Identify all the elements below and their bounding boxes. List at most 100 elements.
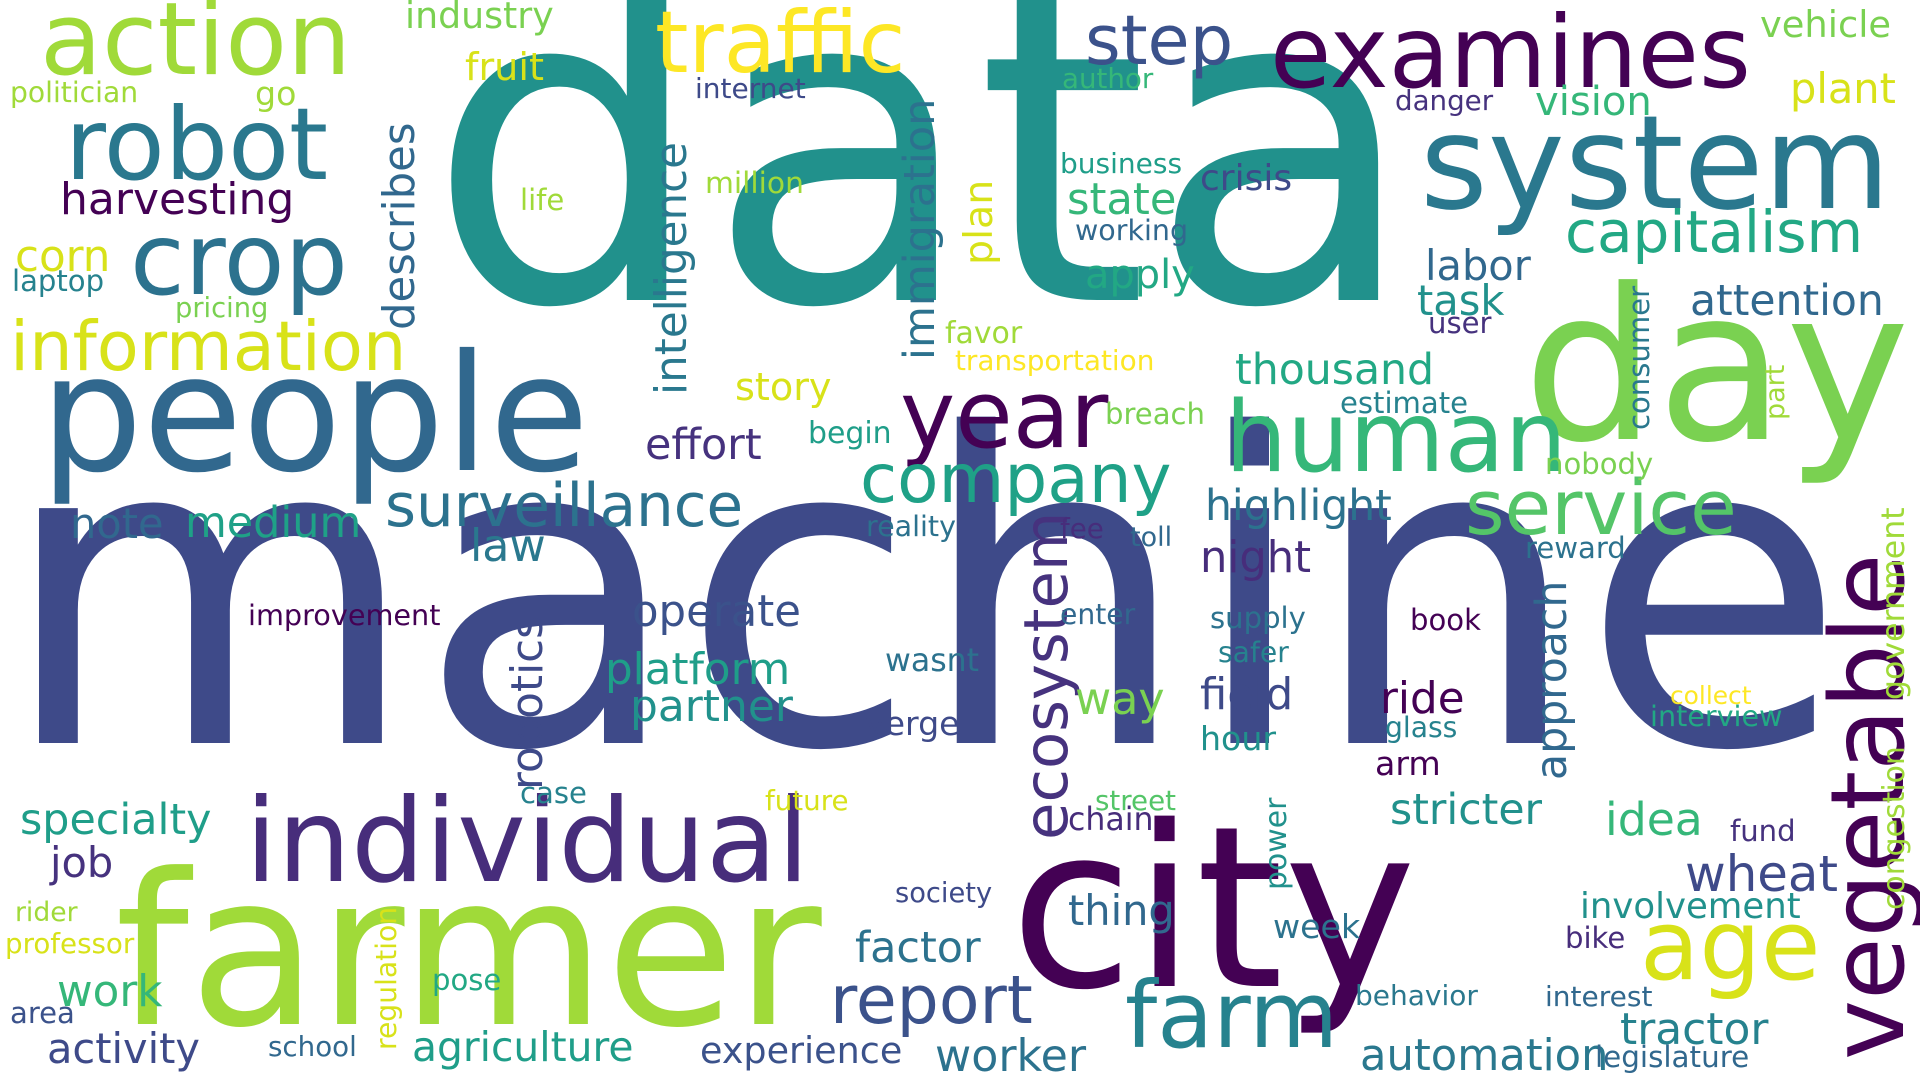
word-chain: chain	[1068, 801, 1154, 838]
word-tractor: tractor	[1620, 1004, 1769, 1056]
word-ecosystem: ecosystem	[1011, 511, 1083, 840]
word-data: data	[427, 0, 1419, 404]
word-government: government	[1876, 507, 1913, 700]
word-consumer: consumer	[1622, 285, 1657, 430]
word-agriculture: agriculture	[412, 1023, 634, 1072]
word-partner: partner	[630, 681, 793, 733]
word-crisis: crisis	[1200, 157, 1293, 199]
word-attention: attention	[1690, 277, 1884, 327]
word-job: job	[50, 838, 114, 888]
word-interest: interest	[1545, 979, 1653, 1013]
word-industry: industry	[405, 0, 554, 37]
word-capitalism: capitalism	[1565, 197, 1864, 266]
word-law: law	[470, 521, 546, 573]
word-collect: collect	[1670, 681, 1752, 711]
word-toll: toll	[1130, 522, 1173, 554]
word-story: story	[735, 366, 832, 411]
word-future: future	[765, 783, 849, 817]
word-book: book	[1410, 603, 1481, 637]
word-labor: labor	[1425, 240, 1531, 290]
word-part: part	[1759, 364, 1791, 420]
word-examines: examines	[1270, 0, 1751, 111]
word-user: user	[1428, 306, 1492, 340]
word-congestion: congestion	[1877, 746, 1913, 910]
word-nobody: nobody	[1545, 447, 1654, 481]
word-corn: corn	[15, 231, 111, 282]
word-people: people	[40, 320, 590, 509]
word-idea: idea	[1605, 793, 1703, 847]
word-estimate: estimate	[1340, 386, 1469, 420]
word-work: work	[57, 966, 163, 1017]
word-fund: fund	[1730, 814, 1796, 848]
word-apply: apply	[1085, 251, 1195, 298]
word-stricter: stricter	[1390, 785, 1543, 836]
word-platform: platform	[605, 644, 791, 695]
word-robot: robot	[65, 86, 329, 204]
word-plant: plant	[1790, 63, 1896, 113]
word-reward: reward	[1525, 531, 1626, 565]
word-age: age	[1640, 888, 1821, 1002]
word-system: system	[1420, 87, 1891, 240]
word-immigration: immigration	[895, 98, 946, 360]
word-experience: experience	[700, 1028, 903, 1072]
word-life: life	[520, 183, 565, 217]
word-politician: politician	[10, 76, 139, 110]
word-way: way	[1075, 674, 1165, 726]
word-step: step	[1085, 1, 1234, 82]
word-author: author	[1062, 61, 1154, 95]
word-highlight: highlight	[1205, 482, 1392, 532]
word-vehicle: vehicle	[1760, 2, 1892, 46]
word-hour: hour	[1200, 718, 1277, 758]
word-activity: activity	[47, 1023, 200, 1073]
word-robotics: robotics	[502, 616, 553, 790]
word-area: area	[10, 996, 75, 1030]
word-crop: crop	[130, 201, 348, 319]
word-thousand: thousand	[1235, 345, 1435, 396]
word-medium: medium	[185, 497, 362, 548]
word-rider: rider	[15, 897, 78, 929]
word-factor: factor	[855, 922, 981, 973]
word-breach: breach	[1105, 397, 1205, 431]
word-go: go	[255, 73, 297, 113]
word-machine: machine	[0, 344, 1846, 845]
word-regulation: regulation	[369, 906, 403, 1050]
word-fee: fee	[1060, 511, 1104, 545]
word-report: report	[830, 961, 1033, 1040]
word-night: night	[1200, 532, 1312, 583]
word-business: business	[1060, 146, 1183, 180]
word-street: street	[1095, 783, 1176, 817]
word-enter: enter	[1060, 598, 1136, 632]
word-information: information	[10, 307, 407, 388]
word-service: service	[1465, 464, 1737, 553]
word-pricing: pricing	[175, 292, 269, 324]
word-city: city	[1010, 777, 1417, 1039]
word-company: company	[860, 438, 1172, 518]
word-day: day	[1523, 243, 1910, 489]
word-behavior: behavior	[1355, 978, 1478, 1012]
word-fruit: fruit	[465, 46, 544, 91]
word-danger: danger	[1395, 83, 1494, 117]
word-intelligence: intelligence	[646, 142, 697, 395]
word-transportation: transportation	[955, 343, 1155, 377]
word-task: task	[1417, 275, 1505, 325]
word-professor: professor	[5, 926, 135, 960]
word-harvesting: harvesting	[60, 174, 295, 226]
word-describes: describes	[374, 122, 425, 330]
word-individual: individual	[245, 773, 810, 909]
word-bike: bike	[1565, 921, 1626, 955]
word-supply: supply	[1210, 601, 1306, 635]
word-surveillance: surveillance	[385, 472, 744, 542]
word-arm: arm	[1375, 743, 1441, 783]
word-verge: verge	[865, 703, 960, 743]
word-laptop: laptop	[12, 264, 105, 298]
word-improvement: improvement	[248, 598, 441, 633]
word-begin: begin	[808, 415, 892, 451]
word-worker: worker	[935, 1030, 1087, 1080]
word-school: school	[268, 1029, 357, 1063]
word-legislature: legislature	[1595, 1039, 1750, 1074]
word-power: power	[1259, 797, 1295, 890]
word-wheat: wheat	[1685, 845, 1838, 904]
word-human: human	[1225, 380, 1567, 495]
word-case: case	[520, 776, 587, 810]
